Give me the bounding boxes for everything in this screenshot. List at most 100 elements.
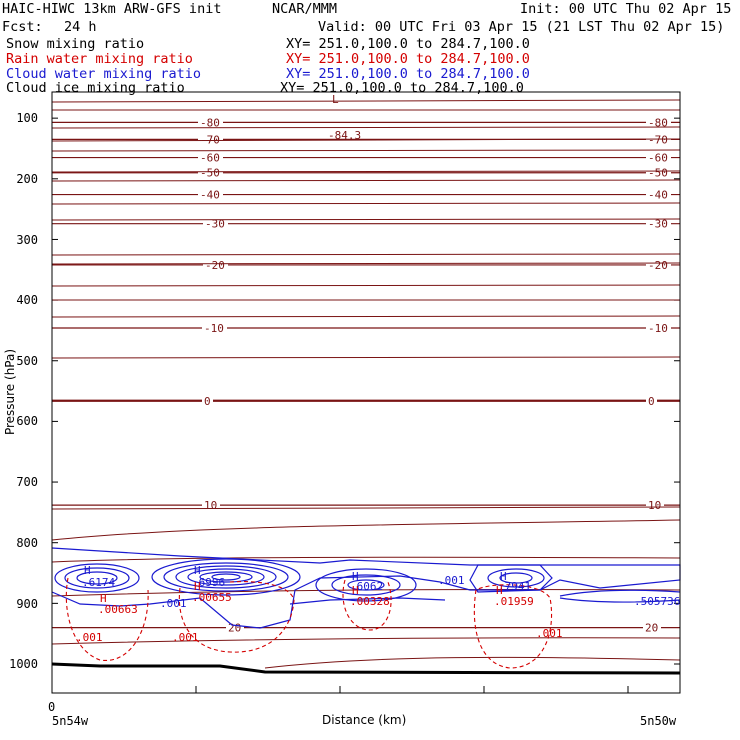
temperature-label: -20 <box>205 259 225 272</box>
y-tick-label: 1000 <box>9 657 38 671</box>
temperature-label: -60 <box>200 152 220 165</box>
rain-water-max-value: .00663 <box>98 603 138 616</box>
cloud-water-max-value: .6062 <box>350 580 383 593</box>
temperature-contour <box>51 179 681 182</box>
rain-water-max-marker: H <box>100 592 107 605</box>
x-start-label: 0 <box>48 700 56 714</box>
temperature-label-bg <box>202 321 227 334</box>
temperature-contour <box>51 138 681 142</box>
cloud-water-contour-label: .001 <box>160 597 187 610</box>
cloud-water-contour <box>487 568 545 588</box>
temperature-contour <box>51 519 681 541</box>
rain-water-max-marker: H <box>496 584 503 597</box>
temperature-label-bg <box>646 166 671 179</box>
temperature-contour <box>51 126 681 129</box>
forecast-hours: 24 h <box>64 19 97 35</box>
cloud-water-contour <box>331 574 401 596</box>
field-rain-name: Rain water mixing ratio <box>6 51 193 67</box>
temperature-label: 0 <box>204 395 211 408</box>
cloud-water-max-marker: H <box>194 564 201 577</box>
temperature-contour <box>51 202 681 205</box>
temperature-label: 0 <box>648 395 655 408</box>
cloud-water-max-marker: H <box>500 570 507 583</box>
cloud-water-contour <box>151 558 301 596</box>
cloud-water-contour <box>289 597 446 605</box>
temperature-label: -80 <box>200 116 220 129</box>
temperature-label-bg <box>198 188 223 201</box>
temperature-label-bg <box>646 217 671 230</box>
forecast-label: Fcst: <box>2 19 43 35</box>
y-tick-label: 800 <box>16 536 38 550</box>
rain-water-contour <box>65 577 149 661</box>
x-left-label: 5n54w <box>52 714 89 728</box>
y-tick-label: 100 <box>16 111 38 125</box>
y-tick-label: 200 <box>16 172 38 186</box>
temperature-contour <box>51 637 681 645</box>
field-snow-xy: XY= 251.0,100.0 to 284.7,100.0 <box>286 36 530 52</box>
temperature-label-bg <box>646 188 671 201</box>
temperature-contour <box>51 253 681 256</box>
field-cloudwater-xy: XY= 251.0,100.0 to 284.7,100.0 <box>286 66 530 82</box>
temperature-label: -10 <box>204 322 224 335</box>
x-axis-title: Distance (km) <box>322 713 407 727</box>
temperature-label-bg <box>198 151 223 164</box>
cloud-water-max-value: .7941 <box>498 580 531 593</box>
temperature-contour <box>51 170 681 173</box>
temperature-label-bg <box>646 499 664 512</box>
temperature-contour <box>51 356 681 359</box>
temperature-contour <box>51 149 681 152</box>
cloud-water-contour <box>347 579 385 591</box>
temperature-contour <box>51 506 681 510</box>
field-cloudwater-name: Cloud water mixing ratio <box>6 66 202 82</box>
cloud-water-contour <box>199 571 253 583</box>
y-tick-label: 700 <box>16 475 38 489</box>
cloud-water-max-marker: H <box>84 564 91 577</box>
rain-water-contour <box>342 579 392 631</box>
temperature-label: -70 <box>200 133 220 146</box>
cloud-water-max-value: .505736 <box>634 595 680 608</box>
temperature-label: -30 <box>648 218 668 231</box>
cloud-water-contour <box>559 589 681 597</box>
init-time: Init: 00 UTC Thu 02 Apr 15 <box>520 1 732 17</box>
y-tick-label: 300 <box>16 233 38 247</box>
temperature-label: -70 <box>648 133 668 146</box>
valid-time: Valid: 00 UTC Fri 03 Apr 15 (21 LST Thu … <box>318 19 725 35</box>
rain-water-max-marker: H <box>194 580 201 593</box>
cloud-water-contour <box>315 568 417 602</box>
cloud-water-contour <box>559 597 681 603</box>
temperature-label: 10 <box>648 499 661 512</box>
field-rain-xy: XY= 251.0,100.0 to 284.7,100.0 <box>286 51 530 67</box>
rain-water-max-marker: H <box>352 584 359 597</box>
rain-water-contour-label: .001 <box>76 631 103 644</box>
temperature-label: 10 <box>204 499 217 512</box>
temperature-label-bg <box>203 217 228 230</box>
cloud-water-contour <box>499 572 533 584</box>
cloud-water-contour <box>211 573 241 581</box>
temperature-label-bg <box>646 394 657 407</box>
temperature-label: -30 <box>205 218 225 231</box>
temperature-label: -20 <box>648 259 668 272</box>
temperature-contour <box>264 656 681 669</box>
ground-surface <box>51 662 681 675</box>
temperature-label: -50 <box>648 167 668 180</box>
rain-water-contour <box>178 581 295 653</box>
rain-water-contour-label: .001 <box>536 627 563 640</box>
temperature-label: 20 <box>645 622 658 635</box>
temperature-label-bg <box>646 151 671 164</box>
temperature-label-bg <box>226 621 244 634</box>
cloud-water-contour <box>76 571 118 585</box>
temperature-label: -60 <box>648 152 668 165</box>
temperature-label-bg <box>646 258 671 271</box>
temperature-label-bg <box>202 394 213 407</box>
y-tick-label: 500 <box>16 354 38 368</box>
rain-water-contour-label: .001 <box>172 631 199 644</box>
x-right-label: 5n50w <box>640 714 677 728</box>
cloud-water-contour <box>51 547 681 629</box>
org-label: NCAR/MMM <box>272 1 338 17</box>
temperature-contour <box>51 218 681 221</box>
cloud-water-contour-label: .001 <box>438 574 465 587</box>
rain-water-contour <box>473 584 553 669</box>
low-marker: L <box>332 93 339 106</box>
temperature-contour <box>51 315 681 318</box>
